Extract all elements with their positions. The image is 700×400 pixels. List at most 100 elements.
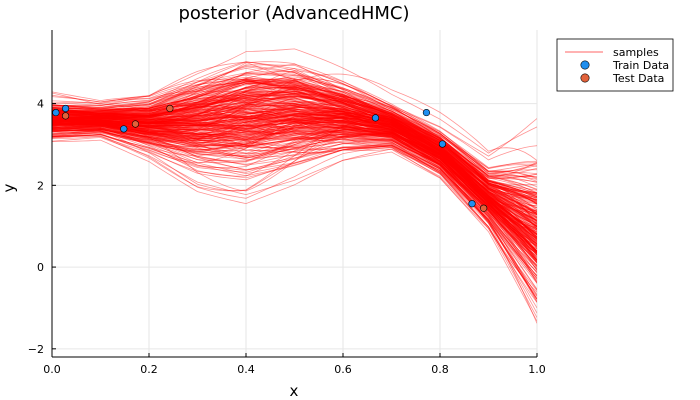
sample-curve	[52, 112, 537, 227]
sample-curve	[52, 122, 537, 263]
sample-curve	[52, 123, 537, 259]
sample-curve	[52, 83, 537, 179]
sample-curve	[52, 96, 537, 204]
sample-curve	[52, 80, 537, 227]
sample-curve	[52, 110, 537, 241]
sample-curve	[52, 98, 537, 212]
sample-curve	[52, 124, 537, 256]
x-tick-label: 0.2	[140, 363, 158, 376]
sample-curve	[52, 96, 537, 198]
sample-curve	[52, 118, 537, 225]
sample-curve	[52, 86, 537, 196]
sample-curve	[52, 120, 537, 252]
sample-curve	[52, 85, 537, 203]
sample-curve	[52, 112, 537, 216]
sample-curve	[52, 107, 537, 227]
sample-curve	[52, 78, 537, 178]
sample-curve	[52, 93, 537, 170]
sample-curve	[52, 112, 537, 291]
sample-curve	[52, 98, 537, 214]
sample-curve	[52, 72, 537, 157]
sample-curve	[52, 84, 537, 247]
sample-curve	[52, 76, 537, 173]
sample-curve	[52, 106, 537, 195]
sample-curve	[52, 122, 537, 263]
sample-curve	[52, 77, 537, 209]
sample-curve	[52, 133, 537, 303]
sample-curve	[52, 127, 537, 284]
sample-curve	[52, 80, 537, 197]
sample-curve	[52, 78, 537, 248]
sample-curve	[52, 123, 537, 264]
sample-curve	[52, 116, 537, 216]
sample-curve	[52, 120, 537, 247]
sample-curve	[52, 116, 537, 262]
sample-curve	[52, 120, 537, 253]
sample-curve	[52, 133, 537, 309]
sample-curve	[52, 73, 537, 161]
sample-curve	[52, 114, 537, 222]
sample-curve	[52, 126, 537, 254]
sample-curve	[52, 81, 537, 216]
sample-curve	[52, 97, 537, 229]
sample-curve	[52, 92, 537, 193]
sample-curve	[52, 121, 537, 231]
sample-curve	[52, 114, 537, 222]
sample-curve	[52, 71, 537, 196]
train-data-point	[371, 114, 380, 122]
sample-curve	[52, 116, 537, 249]
sample-curve	[52, 117, 537, 245]
sample-curve	[52, 78, 537, 180]
sample-curve	[52, 114, 537, 205]
sample-curve	[52, 98, 537, 224]
sample-curve	[52, 81, 537, 200]
sample-curve	[52, 110, 537, 255]
sample-curve	[52, 94, 537, 198]
sample-curve	[52, 65, 537, 227]
sample-curve	[52, 128, 537, 279]
sample-curve	[52, 130, 537, 268]
sample-curve	[52, 119, 537, 245]
sample-curve	[52, 134, 537, 236]
sample-curve	[52, 78, 537, 201]
sample-curve	[52, 103, 537, 252]
sample-curve	[52, 78, 537, 229]
sample-curve	[52, 118, 537, 257]
test-data-point	[166, 104, 174, 113]
sample-curve	[52, 110, 537, 260]
sample-curve	[52, 92, 537, 268]
y-axis-label: y	[0, 183, 18, 192]
sample-curve	[52, 101, 537, 259]
sample-curve	[52, 82, 537, 202]
sample-curve	[52, 122, 537, 283]
sample-curve	[52, 90, 537, 198]
sample-curve	[52, 129, 537, 297]
sample-curve	[52, 126, 537, 267]
sample-curve	[52, 90, 537, 218]
sample-curve	[52, 98, 537, 219]
sample-curve	[52, 109, 537, 295]
sample-curve	[52, 134, 537, 303]
sample-curve	[52, 137, 537, 322]
y-tick-label: 2	[37, 179, 44, 192]
sample-curve	[52, 123, 537, 272]
sample-curve	[52, 118, 537, 227]
sample-curve	[52, 114, 537, 239]
sample-curve	[52, 97, 537, 300]
sample-curve	[52, 118, 537, 266]
chart-title: posterior (AdvancedHMC)	[178, 3, 409, 24]
sample-curve	[52, 105, 537, 253]
sample-curve	[52, 114, 537, 255]
sample-curve	[52, 91, 537, 216]
sample-curve	[52, 113, 537, 215]
sample-curve	[52, 84, 537, 205]
sample-curve	[52, 80, 537, 194]
sample-curve	[52, 128, 537, 282]
sample-curve	[52, 120, 537, 270]
sample-curve	[52, 109, 537, 254]
sample-curve	[52, 95, 537, 215]
sample-curve	[52, 118, 537, 263]
sample-curve	[52, 113, 537, 237]
sample-curve	[52, 123, 537, 254]
sample-curve	[52, 72, 537, 175]
